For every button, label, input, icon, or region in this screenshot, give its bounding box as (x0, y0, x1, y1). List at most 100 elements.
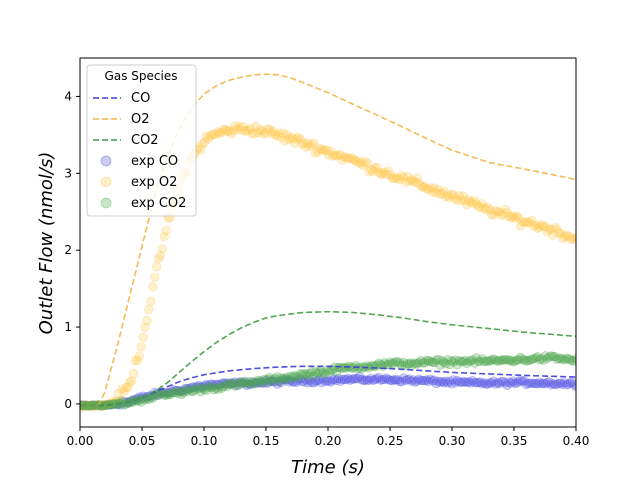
scatter-point-exp-co (307, 377, 317, 388)
scatter-point-exp-co (395, 376, 405, 386)
scatter-point-exp-o2 (123, 382, 133, 392)
scatter-point-exp-o2 (224, 126, 234, 136)
scatter-point-exp-co (280, 375, 290, 385)
scatter-point-exp-co2 (324, 367, 334, 377)
scatter-point-exp-co2 (155, 388, 166, 398)
scatter-point-exp-co (445, 376, 455, 386)
scatter-point-exp-o2 (525, 218, 535, 228)
scatter-point-exp-co2 (207, 382, 217, 392)
scatter-point-exp-co (161, 388, 171, 398)
scatter-point-exp-co2 (527, 354, 537, 364)
x-axis-label-main: Time (291, 457, 336, 478)
scatter-point-exp-o2 (510, 213, 520, 223)
x-axis-ticks: 0.00 0.05 0.10 0.15 0.20 0.25 0.30 0.35 0.40 (67, 427, 589, 448)
scatter-point-exp-co2 (234, 380, 244, 390)
scatter-point-exp-o2 (222, 126, 233, 137)
scatter-point-exp-co (552, 379, 562, 389)
scatter-point-exp-o2 (565, 234, 575, 244)
scatter-point-exp-o2 (546, 224, 556, 234)
scatter-point-exp-co2 (496, 355, 506, 365)
scatter-point-exp-o2 (450, 194, 460, 204)
scatter-point-exp-co (207, 379, 217, 389)
scatter-point-exp-co (452, 376, 462, 386)
scatter-point-exp-co (466, 378, 476, 388)
scatter-point-exp-co (326, 377, 336, 387)
scatter-point-exp-co2 (540, 351, 550, 361)
scatter-point-exp-co (387, 376, 397, 386)
scatter-point-exp-co (115, 400, 125, 410)
scatter-point-exp-o2 (236, 125, 246, 135)
scatter-point-exp-o2 (464, 195, 474, 205)
scatter-point-exp-co2 (512, 355, 522, 365)
scatter-point-exp-o2 (213, 127, 223, 137)
scatter-point-exp-o2 (544, 224, 554, 234)
scatter-point-exp-co (512, 378, 522, 388)
scatter-point-exp-co2 (450, 355, 460, 365)
scatter-point-exp-co (270, 377, 280, 387)
scatter-point-exp-co2 (333, 362, 344, 373)
scatter-point-exp-o2 (498, 209, 508, 219)
scatter-point-exp-co2 (519, 355, 529, 365)
scatter-point-exp-co2 (544, 352, 554, 362)
scatter-point-exp-co (381, 373, 392, 383)
scatter-point-exp-o2 (240, 126, 250, 136)
scatter-point-exp-co (368, 375, 378, 385)
scatter-point-exp-o2 (548, 230, 558, 240)
scatter-point-exp-co2 (385, 357, 395, 367)
scatter-point-exp-co2 (299, 369, 309, 379)
scatter-point-exp-co (217, 378, 227, 389)
scatter-point-exp-o2 (314, 143, 324, 153)
scatter-point-exp-co2 (400, 360, 411, 371)
scatter-point-exp-co2 (180, 385, 190, 396)
scatter-point-exp-co (257, 378, 267, 388)
scatter-point-exp-o2 (512, 211, 522, 221)
scatter-point-exp-o2 (393, 173, 403, 183)
scatter-point-exp-co2 (243, 376, 254, 387)
legend-label-co2: CO2 (131, 133, 159, 148)
scatter-point-exp-co2 (408, 359, 418, 369)
scatter-point-exp-co2 (335, 363, 346, 373)
scatter-point-exp-co2 (439, 357, 449, 367)
scatter-point-exp-co (127, 396, 137, 406)
scatter-point-exp-o2 (268, 127, 279, 137)
scatter-point-exp-co (219, 378, 229, 388)
scatter-point-exp-o2 (295, 134, 305, 144)
scatter-point-exp-co (192, 381, 202, 392)
scatter-point-exp-co (220, 378, 231, 388)
scatter-point-exp-o2 (569, 234, 576, 245)
scatter-point-exp-co2 (529, 354, 539, 364)
scatter-point-exp-co2 (471, 353, 482, 363)
scatter-point-exp-o2 (443, 190, 453, 200)
scatter-point-exp-o2 (129, 368, 139, 379)
scatter-point-exp-o2 (259, 129, 269, 139)
scatter-point-exp-co (393, 375, 403, 385)
scatter-point-exp-co2 (209, 385, 219, 395)
scatter-point-exp-o2 (502, 207, 512, 218)
scatter-point-exp-co2 (523, 355, 533, 365)
scatter-point-exp-o2 (360, 156, 370, 167)
scatter-point-exp-co (408, 375, 418, 385)
scatter-point-exp-co (569, 380, 576, 390)
scatter-point-exp-co2 (293, 373, 303, 383)
scatter-point-exp-co2 (469, 358, 480, 368)
scatter-point-exp-o2 (232, 124, 242, 134)
scatter-point-exp-o2 (561, 230, 572, 240)
scatter-point-exp-o2 (414, 178, 424, 188)
scatter-point-exp-o2 (201, 131, 211, 141)
scatter-point-exp-o2 (485, 204, 495, 215)
scatter-point-exp-co (400, 375, 411, 385)
scatter-point-exp-o2 (381, 169, 392, 179)
scatter-point-exp-co2 (132, 395, 143, 406)
scatter-point-exp-co2 (416, 356, 426, 366)
scatter-point-exp-o2 (471, 199, 482, 209)
scatter-point-exp-o2 (351, 155, 361, 166)
scatter-point-exp-o2 (362, 158, 372, 168)
scatter-point-exp-co2 (178, 387, 189, 398)
scatter-point-exp-o2 (535, 222, 545, 232)
scatter-point-exp-o2 (242, 126, 252, 136)
scatter-point-exp-co2 (552, 354, 562, 364)
scatter-point-exp-o2 (479, 203, 489, 213)
scatter-point-exp-o2 (159, 232, 169, 242)
scatter-point-exp-o2 (226, 128, 236, 139)
scatter-point-exp-co (460, 377, 470, 387)
